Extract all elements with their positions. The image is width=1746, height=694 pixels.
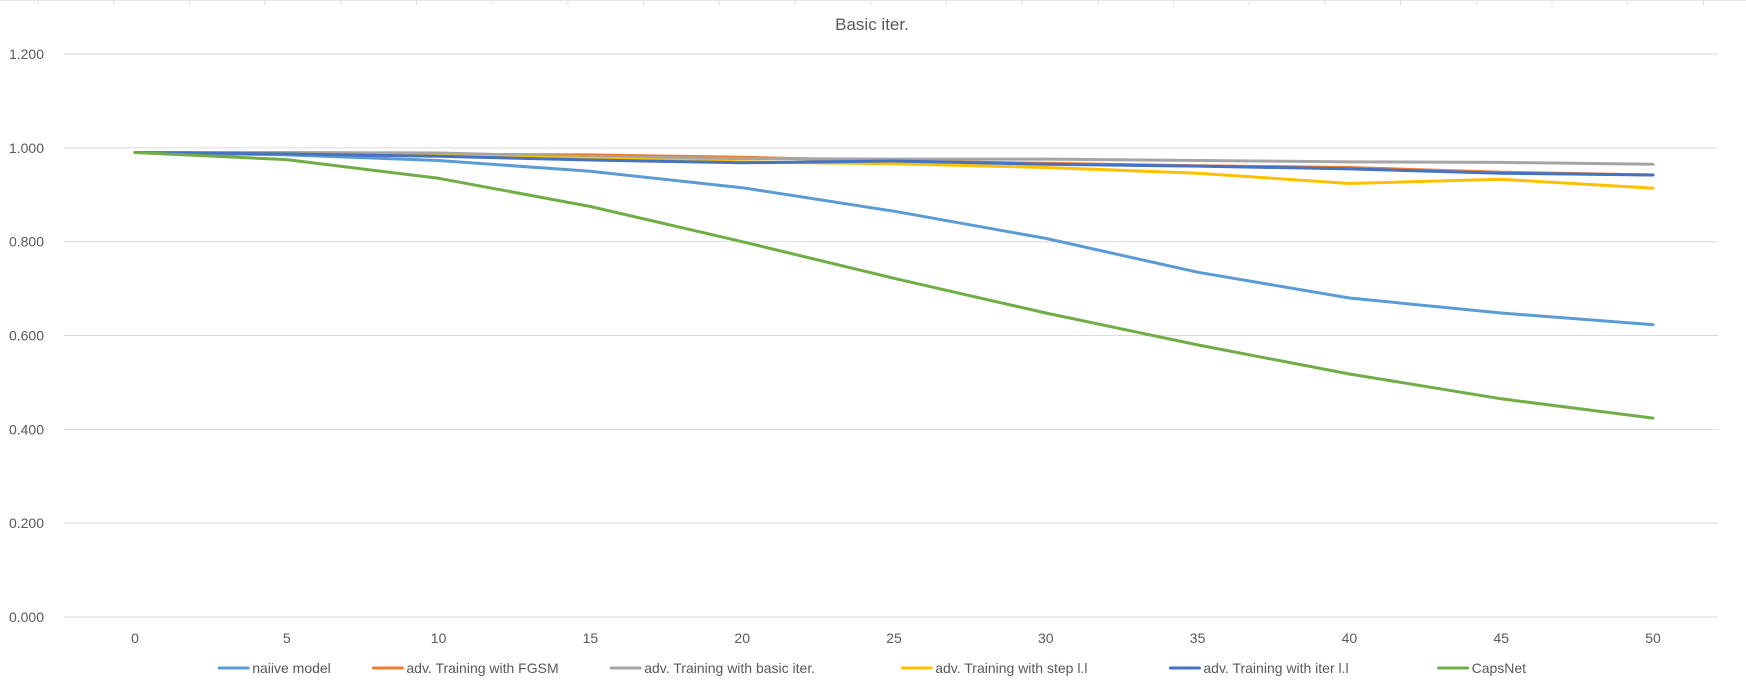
x-tick-label: 45 — [1493, 630, 1509, 646]
legend-label: adv. Training with step l.l — [935, 660, 1087, 676]
x-tick-label: 15 — [583, 630, 599, 646]
series-line — [133, 151, 1655, 177]
x-tick-label: 50 — [1645, 630, 1661, 646]
x-tick-label: 10 — [431, 630, 447, 646]
y-tick-label: 1.000 — [9, 140, 44, 156]
y-tick-label: 0.000 — [9, 609, 44, 625]
x-tick-label: 35 — [1190, 630, 1206, 646]
x-axis: 0 5 10 15 20 25 30 35 40 45 50 — [131, 630, 1661, 646]
series-line — [133, 151, 1655, 420]
legend-label: adv. Training with basic iter. — [644, 660, 815, 676]
x-tick-label: 40 — [1342, 630, 1358, 646]
x-tick-label: 30 — [1038, 630, 1054, 646]
y-tick-label: 0.600 — [9, 328, 44, 344]
series-line — [133, 151, 1655, 166]
legend-label: adv. Training with FGSM — [406, 660, 558, 676]
gridlines — [64, 53, 1718, 618]
legend: naiive model adv. Training with FGSM adv. … — [217, 660, 1527, 676]
legend-label: CapsNet — [1472, 660, 1527, 676]
x-tick-label: 0 — [131, 630, 139, 646]
chart-title: Basic iter. — [835, 15, 909, 34]
legend-label: naiive model — [252, 660, 331, 676]
top-border-ticks — [0, 0, 1746, 5]
x-tick-label: 5 — [283, 630, 291, 646]
x-tick-label: 25 — [886, 630, 902, 646]
y-tick-label: 1.200 — [9, 46, 44, 62]
series-lines — [133, 151, 1655, 420]
y-tick-label: 0.400 — [9, 421, 44, 437]
y-tick-label: 0.800 — [9, 234, 44, 250]
y-tick-label: 0.200 — [9, 515, 44, 531]
y-axis: 0.000 0.200 0.400 0.600 0.800 1.000 1.200 — [9, 46, 44, 625]
legend-label: adv. Training with iter l.l — [1203, 660, 1348, 676]
series-line — [133, 151, 1655, 327]
x-tick-label: 20 — [734, 630, 750, 646]
